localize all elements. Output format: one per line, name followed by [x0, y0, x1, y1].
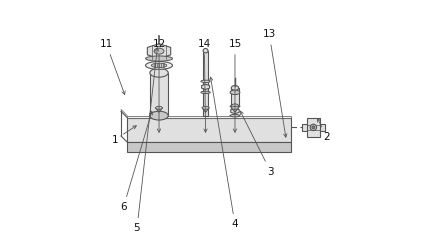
Bar [127, 142, 291, 152]
Bar [307, 118, 320, 137]
Ellipse shape [203, 49, 208, 53]
Ellipse shape [150, 111, 168, 120]
Ellipse shape [231, 86, 239, 90]
Polygon shape [202, 84, 210, 89]
Ellipse shape [230, 90, 240, 95]
Ellipse shape [231, 104, 239, 109]
Text: 14: 14 [198, 39, 211, 132]
Ellipse shape [146, 61, 172, 69]
Ellipse shape [230, 105, 240, 108]
Text: 12: 12 [152, 39, 166, 132]
Text: 11: 11 [100, 39, 125, 95]
Ellipse shape [146, 56, 172, 61]
Text: 3: 3 [240, 111, 274, 176]
Text: 5: 5 [134, 48, 159, 233]
Bar [150, 73, 168, 116]
Bar [127, 116, 291, 118]
Ellipse shape [202, 106, 209, 109]
Text: 4: 4 [210, 77, 238, 229]
Polygon shape [148, 44, 171, 59]
Ellipse shape [201, 91, 210, 94]
Ellipse shape [154, 48, 164, 54]
Ellipse shape [150, 68, 168, 77]
Text: 2: 2 [318, 119, 330, 142]
Ellipse shape [312, 126, 315, 129]
Text: 13: 13 [263, 29, 287, 137]
Bar [302, 124, 307, 131]
Ellipse shape [310, 124, 317, 131]
Ellipse shape [230, 114, 240, 117]
Bar [320, 124, 325, 131]
Ellipse shape [201, 80, 210, 83]
Bar [231, 88, 239, 106]
Polygon shape [231, 108, 239, 114]
Ellipse shape [155, 106, 163, 109]
Text: 1: 1 [112, 126, 136, 145]
Bar [127, 118, 291, 142]
Ellipse shape [151, 63, 167, 68]
Bar [203, 51, 208, 116]
Text: 15: 15 [228, 39, 241, 132]
Ellipse shape [232, 106, 238, 109]
Text: 6: 6 [120, 111, 152, 212]
